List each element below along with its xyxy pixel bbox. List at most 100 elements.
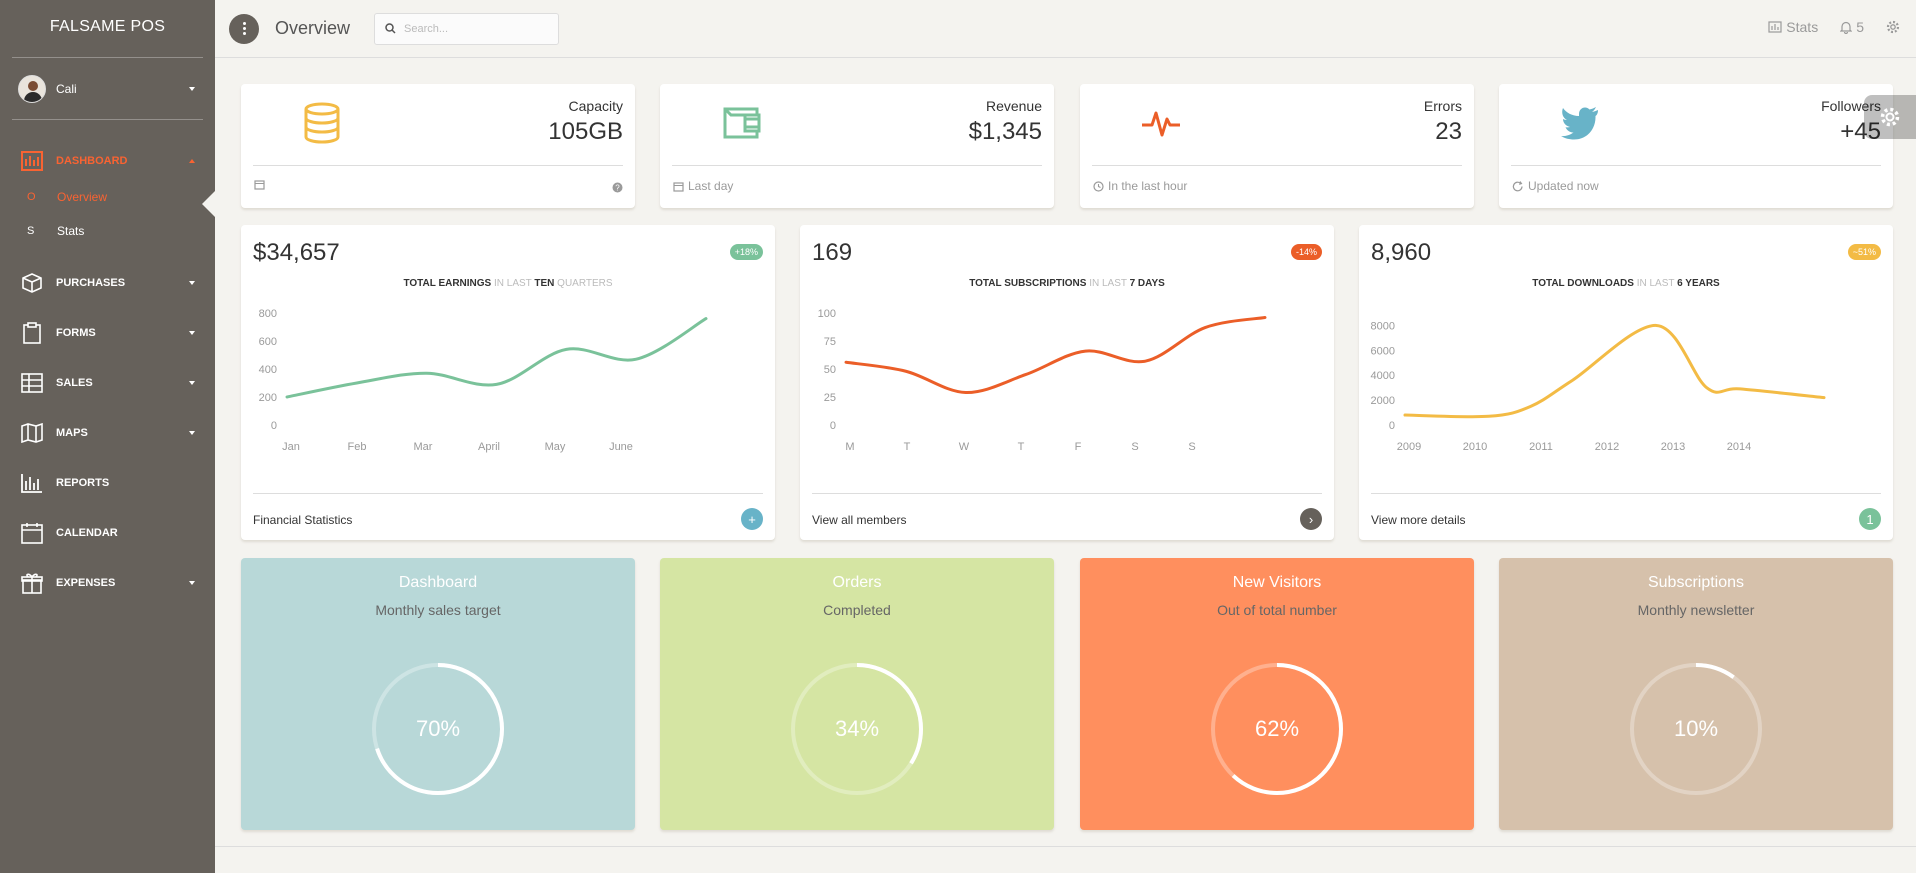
chevron-down-icon [189,331,195,335]
sidebar-toggle-button[interactable] [229,13,259,44]
arrow-right-button[interactable]: › [1300,508,1322,530]
chart-card-downloads: 8,960 ~51% TOTAL DOWNLOADS IN LAST 6 YEA… [1359,225,1893,540]
y-tick-label: 4000 [1371,370,1395,382]
sidebar-item-reports[interactable]: REPORTS [0,458,215,508]
sidebar-item-dashboard[interactable]: DASHBOARD [0,142,215,180]
chart-footer-link[interactable]: View all members [812,513,907,527]
series-line [1403,323,1826,419]
refresh-icon [1512,180,1523,191]
progress-percent: 34% [834,716,880,741]
x-tick-label: 2010 [1463,441,1487,453]
y-tick-label: 25 [824,392,836,404]
chart-total-value: $34,657 [253,239,340,266]
stat-value: 23 [1435,118,1462,145]
x-tick-label: S [1188,441,1195,453]
top-navbar: Overview Stats 5 [215,0,1916,58]
sidebar-item-expenses[interactable]: EXPENSES [0,558,215,608]
panel-icon [1768,21,1782,33]
x-tick-label: 2011 [1529,441,1553,453]
brand-logo[interactable]: FALSAME POS [12,0,203,58]
sidebar-item-label: REPORTS [56,477,110,489]
stat-value: +45 [1840,118,1881,145]
count-badge-button[interactable]: 1 [1859,508,1881,530]
sidebar: FALSAME POS Cali DASHBOARD O Overview S … [0,0,216,873]
y-tick-label: 8000 [1371,320,1395,332]
stats-link[interactable]: Stats [1768,19,1818,35]
sidebar-item-forms[interactable]: FORMS [0,308,215,358]
clipboard-icon [20,321,44,345]
chart-footer-link[interactable]: Financial Statistics [253,513,353,527]
x-tick-label: Jan [282,441,300,453]
sidebar-subitem-overview[interactable]: O Overview [0,180,216,218]
stat-footer-text: In the last hour [1108,179,1188,193]
sidebar-item-purchases[interactable]: PURCHASES [0,258,215,308]
progress-percent: 70% [415,716,461,741]
dashboard-chart-icon [20,149,44,173]
stat-value: 105GB [548,118,623,145]
search-icon [385,23,396,34]
progress-arc [372,663,504,795]
search-input[interactable] [404,22,545,35]
earnings-line-chart: 0 200 400 600 800 Jan Feb Mar April May June [259,308,708,453]
stat-footer: Updated now [1512,179,1599,193]
divider [253,165,623,166]
search-box[interactable] [374,12,560,45]
bell-icon [1840,21,1853,34]
stat-card-errors: Errors 23 In the last hour [1080,84,1474,208]
x-tick-label: T [1018,441,1025,453]
settings-button[interactable] [1886,20,1900,34]
card-new-visitors: New Visitors Out of total number 62% [1080,558,1474,830]
progress-arc [1630,663,1762,795]
x-tick-label: 2014 [1727,441,1751,453]
downloads-line-chart: 0 2000 4000 6000 8000 2009 2010 2011 2012 2013 201… [1371,320,1826,453]
sidebar-item-label: FORMS [56,327,96,339]
progress-ring [1630,663,1762,795]
stat-label: Capacity [568,98,623,114]
notifications-count: 5 [1856,19,1864,35]
x-tick-label: Feb [348,441,367,453]
card-subtitle: Completed [823,602,891,618]
sidebar-item-label: EXPENSES [56,577,116,589]
stat-card-capacity: Capacity 105GB ? [241,84,635,208]
sidebar-item-label: DASHBOARD [56,155,128,167]
y-tick-label: 200 [259,392,277,404]
topbar-actions: Stats 5 [1768,0,1916,54]
stat-value: $1,345 [968,118,1042,145]
avatar [18,74,46,103]
status-badge: ~51% [1847,244,1881,260]
sidebar-subitem-stats[interactable]: S Stats [0,214,215,248]
x-tick-label: May [545,441,566,453]
active-indicator [202,190,216,218]
notifications-button[interactable]: 5 [1840,19,1864,35]
gear-icon [1880,107,1900,127]
user-menu[interactable]: Cali [12,58,203,120]
y-tick-label: 50 [824,364,836,376]
twitter-icon [1555,98,1605,148]
fixed-settings-button[interactable] [1864,95,1916,139]
user-name: Cali [56,81,77,96]
card-subtitle: Monthly newsletter [1637,602,1755,618]
add-button[interactable]: + [741,508,763,530]
y-tick-label: 2000 [1371,395,1395,407]
chart-total-value: 8,960 [1371,239,1432,266]
card-orders: Orders Completed 34% [660,558,1054,830]
sidebar-item-sales[interactable]: SALES [0,358,215,408]
y-tick-label: 0 [1389,420,1395,432]
page-title: Overview [275,18,351,38]
dashboard-submenu: O Overview S Stats [0,180,216,248]
sidebar-item-calendar[interactable]: CALENDAR [0,508,215,558]
stat-label: Followers [1821,98,1881,114]
progress-arc [1211,663,1343,795]
chart-footer-link[interactable]: View more details [1371,513,1466,527]
table-icon [20,371,44,395]
stat-footer-text: Last day [688,179,734,193]
x-tick-label: F [1075,441,1082,453]
sidebar-item-maps[interactable]: MAPS [0,408,215,458]
sub-label: Stats [57,224,85,238]
sidebar-nav: DASHBOARD O Overview S Stats PURCHASES [0,142,216,608]
card-title: Orders [832,574,882,591]
y-tick-label: 600 [259,336,277,348]
database-icon [297,98,347,148]
chart-card-subscriptions: 169 -14% TOTAL SUBSCRIPTIONS IN LAST 7 D… [800,225,1334,540]
help-icon[interactable]: ? [612,180,623,198]
